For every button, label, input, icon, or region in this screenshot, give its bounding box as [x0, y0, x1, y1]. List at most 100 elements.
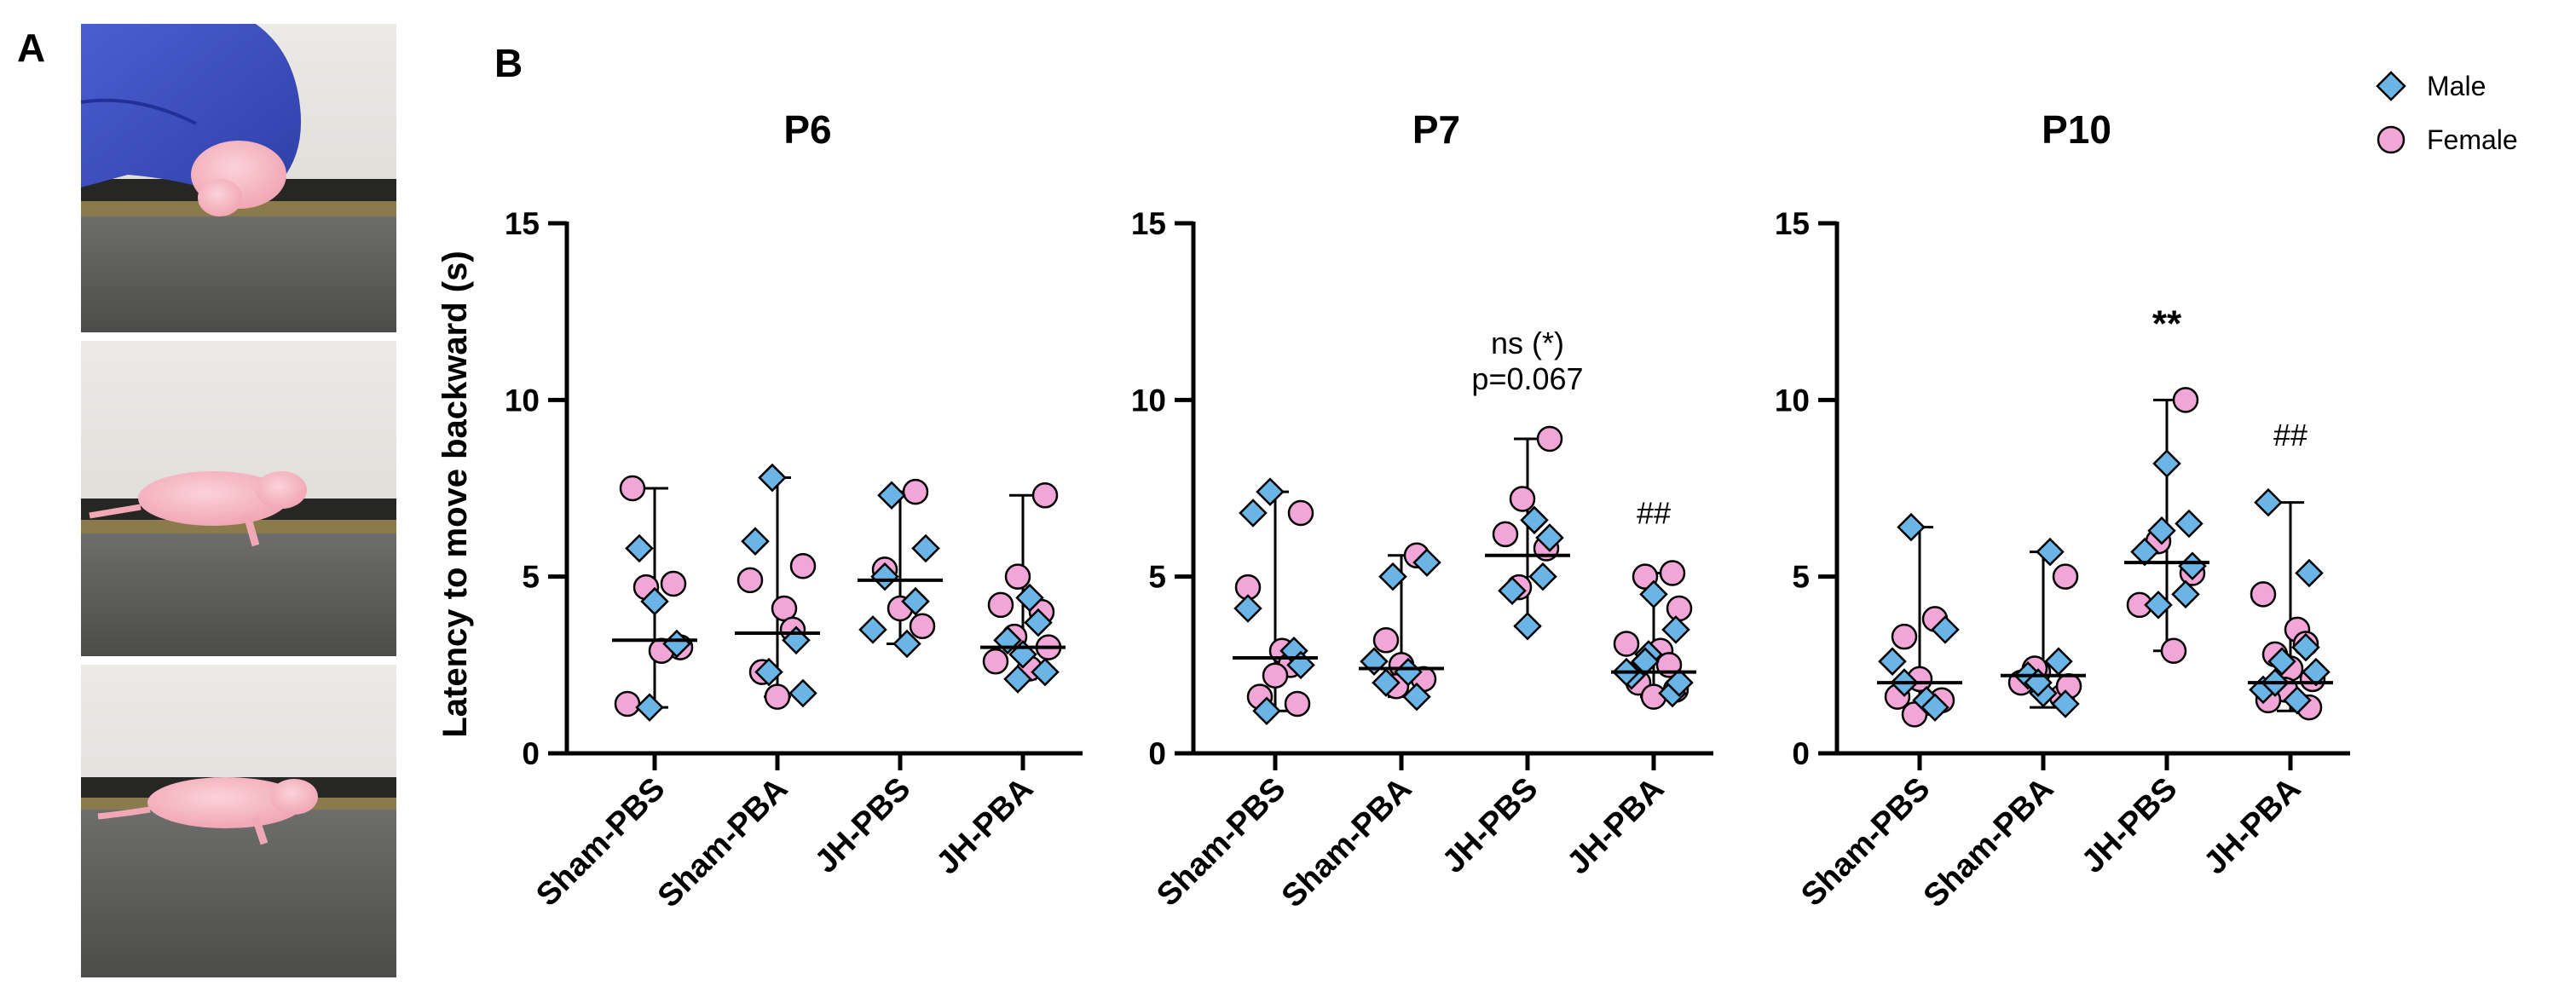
y-tick-label: 10: [505, 383, 540, 418]
male-point: [1003, 665, 1032, 694]
female-point: [660, 570, 687, 597]
male-point: [1015, 583, 1044, 613]
significance-annotation: ns (*): [1491, 326, 1564, 360]
male-point: [1513, 611, 1542, 641]
female-point: [909, 613, 936, 639]
male-point: [1031, 657, 1060, 687]
legend: Male Female: [2376, 71, 2518, 155]
x-category-label: Sham-PBA: [1275, 771, 1419, 915]
chart-title: P6: [783, 107, 831, 152]
male-point: [1024, 608, 1053, 637]
female-point: [1372, 627, 1400, 654]
female-point: [2160, 637, 2187, 664]
female-point: [1262, 662, 1289, 689]
male-point: [2283, 686, 2312, 715]
y-tick-label: 15: [505, 206, 540, 241]
male-point: [1252, 696, 1281, 726]
male-point: [1535, 523, 1564, 552]
y-tick-label: 0: [522, 736, 540, 771]
male-point: [2051, 689, 2080, 718]
female-point: [619, 475, 646, 502]
male-point: [1008, 640, 1037, 669]
male-point: [911, 533, 940, 563]
y-tick-label: 5: [1792, 560, 1810, 595]
female-point: [902, 478, 929, 505]
legend-male-diamond-marker: [2376, 71, 2406, 101]
male-point: [2291, 632, 2320, 662]
male-point: [2036, 537, 2065, 567]
legend-label-female: Female: [2427, 124, 2518, 155]
male-point: [892, 629, 921, 659]
male-point: [2144, 591, 2173, 620]
male-point: [1402, 682, 1431, 712]
x-category-label: JH-PBA: [2198, 771, 2308, 882]
female-point: [1287, 499, 1314, 527]
female-point: [1031, 482, 1059, 509]
female-point: [982, 648, 1009, 675]
y-tick-label: 0: [1148, 736, 1166, 771]
male-point: [741, 527, 770, 556]
female-point: [1891, 623, 1918, 650]
legend-item-female: Female: [2377, 124, 2518, 155]
male-point: [2302, 657, 2331, 687]
male-point: [877, 481, 906, 510]
male-point: [754, 657, 783, 687]
male-point: [2152, 449, 2181, 478]
photo-pup-side-1: [81, 341, 396, 656]
y-tick-label: 10: [1775, 383, 1810, 418]
male-point: [2267, 647, 2296, 676]
y-tick-label: 0: [1792, 736, 1810, 771]
male-point: [1520, 505, 1549, 535]
female-point: [1613, 631, 1640, 657]
y-tick-label: 10: [1131, 383, 1166, 418]
x-category-label: JH-PBS: [2075, 771, 2184, 880]
x-category-label: JH-PBS: [808, 771, 917, 880]
male-point: [1412, 548, 1441, 577]
male-point: [1286, 650, 1315, 680]
female-point: [1659, 560, 1686, 586]
male-point: [2175, 509, 2203, 539]
female-point: [1666, 595, 1693, 622]
y-axis-label: Latency to move backward (s): [436, 251, 474, 737]
male-point: [625, 533, 654, 563]
male-point: [1665, 668, 1694, 697]
legend-female-circle-marker: [2377, 125, 2406, 154]
y-tick-label: 5: [522, 560, 540, 595]
female-point: [1284, 690, 1311, 718]
male-point: [1256, 477, 1285, 506]
panel-label-b: B: [494, 41, 523, 85]
male-point: [2171, 579, 2200, 609]
female-point: [1492, 521, 1519, 548]
male-point: [1372, 668, 1401, 697]
female-point: [987, 591, 1014, 619]
female-point: [614, 690, 641, 718]
male-point: [635, 693, 664, 722]
x-category-label: Sham-PBA: [651, 771, 795, 915]
male-point: [901, 586, 930, 616]
legend-item-male: Male: [2376, 71, 2486, 101]
male-point: [2295, 558, 2324, 588]
x-category-label: JH-PBA: [1561, 771, 1672, 882]
male-point: [640, 586, 669, 616]
y-tick-label: 15: [1131, 206, 1166, 241]
male-point: [1378, 562, 1407, 591]
y-tick-label: 15: [1775, 206, 1810, 241]
female-point: [736, 567, 764, 594]
male-point: [1897, 512, 1926, 542]
male-point: [1661, 615, 1690, 644]
significance-annotation: ##: [2273, 418, 2307, 453]
male-point: [1360, 647, 1389, 676]
legend-label-male: Male: [2427, 71, 2486, 101]
male-point: [1528, 562, 1557, 591]
male-point: [788, 678, 817, 708]
male-point: [993, 625, 1022, 655]
male-point: [870, 562, 899, 591]
chart-title: P7: [1412, 107, 1460, 152]
male-point: [758, 463, 787, 493]
male-point: [2130, 537, 2159, 567]
male-point: [1878, 647, 1907, 676]
